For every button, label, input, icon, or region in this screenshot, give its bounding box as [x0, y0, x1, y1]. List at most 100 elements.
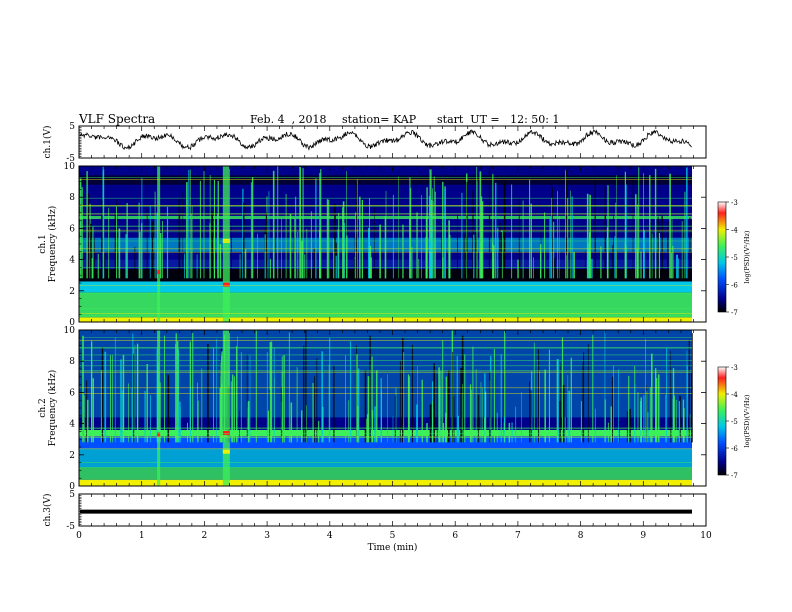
spectral-streak: [270, 258, 271, 279]
spectral-streak: [462, 383, 463, 443]
spectral-streak: [442, 423, 445, 443]
spectral-streak: [551, 187, 553, 279]
spectral-streak: [613, 365, 614, 443]
event-spot: [157, 432, 161, 437]
spectral-streak: [306, 229, 308, 279]
spectral-streak: [561, 337, 564, 443]
spectral-streak: [239, 253, 241, 279]
spectral-streak: [496, 412, 498, 443]
spectral-streak: [384, 216, 386, 279]
spectral-streak: [570, 357, 572, 443]
spectral-streak: [281, 217, 282, 279]
x-tick-label: 3: [264, 531, 270, 541]
spectral-streak: [474, 232, 477, 279]
spectral-streak: [316, 358, 318, 443]
spectral-streak: [108, 207, 110, 279]
spectral-streak: [305, 330, 307, 443]
spectral-streak: [643, 395, 645, 443]
spectral-streak: [221, 383, 223, 443]
spectral-streak: [556, 359, 558, 443]
spectral-streak: [511, 422, 513, 443]
spectral-streak: [691, 370, 692, 443]
spectral-streak: [207, 344, 209, 443]
spectral-streak: [100, 370, 103, 443]
spectral-streak: [666, 348, 668, 443]
spectral-streak: [326, 199, 329, 279]
spectral-streak: [429, 404, 432, 443]
spectral-streak: [479, 250, 481, 279]
spectral-streak: [301, 410, 303, 443]
ch1-waveform: [79, 128, 692, 151]
spectral-streak: [277, 166, 279, 279]
spectral-streak: [647, 412, 649, 443]
spectral-streak: [81, 187, 83, 279]
spectral-streak: [125, 234, 127, 279]
spectral-streak: [426, 187, 428, 279]
spectral-streak: [565, 170, 567, 279]
spectral-streak: [97, 253, 99, 279]
spectral-streak: [607, 422, 609, 443]
spectral-streak: [444, 188, 445, 279]
spectral-streak: [398, 176, 399, 279]
spectral-streak: [285, 193, 287, 279]
spectral-streak: [500, 354, 502, 443]
spectral-streak: [565, 169, 568, 279]
spectral-streak: [246, 354, 248, 443]
x-axis-label: Time (min): [368, 542, 418, 553]
spectral-streak: [640, 397, 642, 443]
y-tick-label: 2: [69, 287, 75, 297]
spectral-streak: [657, 374, 660, 443]
spectral-streak: [357, 368, 360, 443]
colorbar-tick-label: -6: [731, 282, 738, 290]
spectral-streak: [146, 364, 148, 443]
spectral-streak: [500, 232, 503, 279]
spectral-streak: [356, 354, 358, 443]
spectral-streak: [121, 390, 123, 443]
y-axis-label: ch.1(V): [42, 126, 53, 159]
spectral-streak: [481, 201, 484, 279]
spectral-streak: [580, 401, 582, 443]
spectral-streak: [369, 335, 371, 443]
spectral-streak: [191, 205, 193, 279]
spectral-streak: [583, 352, 585, 443]
frequency-band: [79, 436, 692, 449]
spectral-streak: [394, 395, 396, 443]
spectral-streak: [551, 238, 553, 279]
spectral-streak: [682, 399, 685, 443]
spectral-streak: [667, 221, 669, 279]
spectral-streak: [367, 376, 370, 443]
y-axis-label: ch.2: [38, 398, 48, 417]
spectral-streak: [133, 353, 135, 443]
x-tick-label: 10: [700, 531, 712, 541]
spectral-streak: [83, 395, 85, 443]
spectral-streak: [294, 217, 296, 279]
spectral-streak: [560, 363, 561, 443]
spectral-streak: [249, 355, 251, 443]
station-label: station= KAP: [342, 113, 417, 126]
spectral-streak: [321, 351, 323, 443]
x-tick-label: 0: [76, 531, 82, 541]
spectral-streak: [342, 207, 344, 279]
spectral-streak: [242, 188, 244, 279]
spectral-streak: [233, 376, 235, 443]
spectral-streak: [348, 400, 350, 443]
spectral-streak: [492, 257, 494, 279]
spectral-streak: [503, 422, 505, 443]
date-label: Feb. 4 , 2018: [250, 113, 327, 126]
spectral-streak: [554, 257, 556, 279]
spectral-streak: [237, 336, 238, 443]
spectral-streak: [471, 389, 472, 443]
spectral-streak: [430, 169, 432, 279]
spectral-streak: [628, 375, 630, 443]
spectral-streak: [392, 416, 394, 443]
y-axis-label: ch.1: [38, 234, 48, 253]
spectral-streak: [449, 234, 451, 279]
spectral-streak: [299, 167, 301, 279]
spectral-streak: [409, 177, 411, 279]
y-tick-label: -5: [66, 522, 75, 532]
spectral-streak: [201, 368, 203, 443]
spectral-streak: [93, 237, 95, 279]
spectral-streak: [266, 352, 268, 443]
event-spot: [222, 449, 230, 454]
